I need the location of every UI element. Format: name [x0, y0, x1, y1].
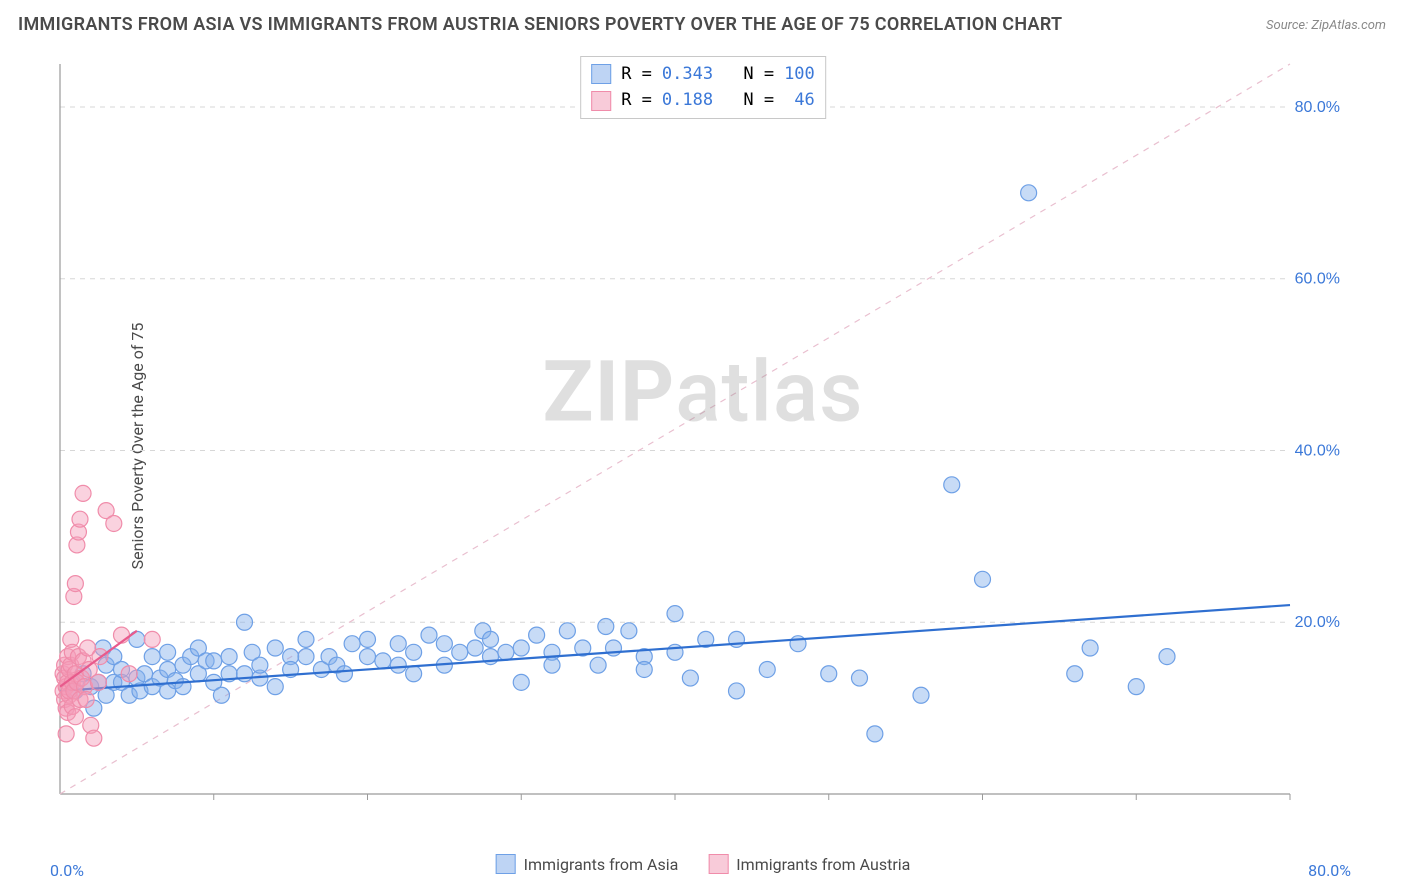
source-attribution: Source: ZipAtlas.com	[1266, 18, 1386, 33]
svg-text:80.0%: 80.0%	[1295, 99, 1340, 116]
r-label: R =	[621, 61, 652, 87]
legend-label-asia: Immigrants from Asia	[524, 855, 679, 874]
legend-label-austria: Immigrants from Austria	[736, 855, 910, 874]
n-label: N =	[743, 61, 774, 87]
legend-item-asia: Immigrants from Asia	[496, 854, 679, 874]
n-label: N =	[743, 87, 774, 113]
chart-area: 20.0% 40.0% 60.0% 80.0%	[50, 54, 1350, 824]
r-label: R =	[621, 87, 652, 113]
swatch-austria-icon	[708, 854, 728, 874]
legend-item-austria: Immigrants from Austria	[708, 854, 910, 874]
svg-text:60.0%: 60.0%	[1295, 271, 1340, 288]
legend-row-asia: R = 0.343 N = 100	[591, 61, 815, 87]
n-value-austria: 46	[784, 87, 815, 113]
swatch-austria-icon	[591, 91, 611, 111]
swatch-asia-icon	[496, 854, 516, 874]
correlation-legend: R = 0.343 N = 100 R = 0.188 N = 46	[580, 56, 826, 119]
n-value-asia: 100	[784, 61, 815, 87]
r-value-austria: 0.188	[662, 87, 713, 113]
series-legend: Immigrants from Asia Immigrants from Aus…	[496, 854, 911, 874]
r-value-asia: 0.343	[662, 61, 713, 87]
swatch-asia-icon	[591, 64, 611, 84]
chart-title: IMMIGRANTS FROM ASIA VS IMMIGRANTS FROM …	[18, 14, 1062, 35]
legend-row-austria: R = 0.188 N = 46	[591, 87, 815, 113]
svg-text:20.0%: 20.0%	[1295, 614, 1340, 631]
scatter-plot-svg: 20.0% 40.0% 60.0% 80.0%	[50, 54, 1350, 824]
svg-text:40.0%: 40.0%	[1295, 442, 1340, 459]
x-axis-min-label: 0.0%	[50, 861, 84, 880]
x-axis-max-label: 80.0%	[1308, 861, 1351, 880]
